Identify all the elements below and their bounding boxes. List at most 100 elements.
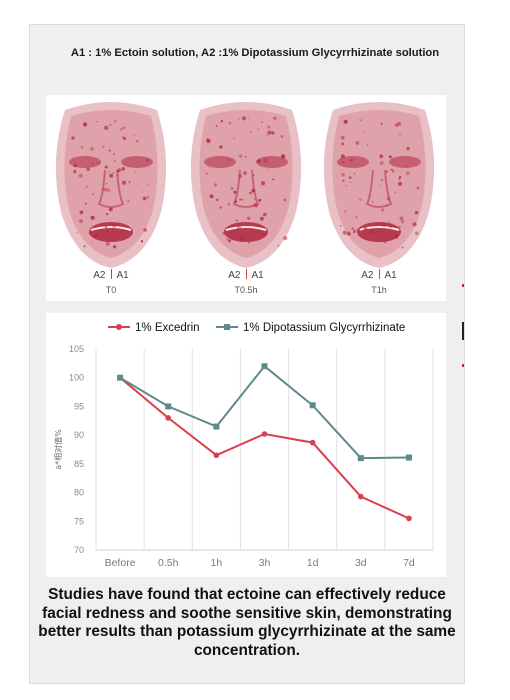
skin-spot bbox=[359, 119, 362, 122]
skin-spot bbox=[383, 240, 387, 244]
skin-spot bbox=[389, 225, 392, 228]
skin-spot bbox=[341, 172, 345, 177]
skin-spot bbox=[399, 216, 404, 221]
skin-spot bbox=[109, 173, 114, 178]
skin-spot bbox=[247, 216, 251, 220]
skin-spot bbox=[117, 174, 119, 176]
skin-spot bbox=[368, 229, 373, 234]
skin-spot bbox=[75, 163, 78, 166]
data-point bbox=[357, 455, 364, 462]
skin-spot bbox=[83, 122, 86, 124]
legend-marker bbox=[116, 324, 122, 330]
skin-spot bbox=[216, 198, 219, 202]
skin-spot bbox=[355, 216, 358, 219]
skin-spot bbox=[208, 167, 211, 169]
skin-spot bbox=[267, 130, 272, 135]
skin-spot bbox=[96, 120, 99, 123]
skin-spot bbox=[375, 239, 379, 242]
skin-spot bbox=[222, 231, 225, 235]
skin-spot bbox=[353, 172, 356, 175]
series-line bbox=[119, 376, 410, 520]
skin-spot bbox=[339, 225, 342, 227]
eye-right bbox=[389, 156, 421, 168]
skin-spot bbox=[73, 169, 77, 174]
skin-spot bbox=[398, 177, 401, 180]
face-time-label: T0 bbox=[105, 285, 117, 295]
skin-spot bbox=[73, 164, 77, 168]
skin-spot bbox=[350, 181, 352, 183]
skin-spot bbox=[112, 224, 116, 228]
skin-spot bbox=[134, 170, 136, 173]
skin-spot bbox=[392, 170, 395, 173]
skin-spot bbox=[92, 162, 95, 165]
skin-spot bbox=[90, 147, 94, 151]
y-tick-label: 70 bbox=[74, 545, 84, 555]
skin-spot bbox=[91, 241, 93, 243]
skin-spot bbox=[397, 181, 403, 186]
skin-spot bbox=[372, 201, 374, 203]
skin-spot bbox=[83, 244, 86, 248]
skin-spot bbox=[258, 198, 262, 202]
skin-spot bbox=[104, 225, 108, 229]
skin-spot bbox=[400, 133, 402, 136]
skin-spot bbox=[415, 231, 419, 236]
skin-spot bbox=[264, 157, 267, 159]
skin-spot bbox=[79, 219, 83, 224]
skin-spot bbox=[261, 233, 265, 237]
skin-spot bbox=[280, 135, 284, 138]
lip-line bbox=[225, 226, 267, 231]
skin-spot bbox=[379, 161, 384, 165]
y-tick-label: 75 bbox=[74, 516, 84, 526]
skin-spot bbox=[405, 165, 407, 167]
skin-spot bbox=[219, 145, 223, 149]
skin-spot bbox=[251, 188, 256, 193]
skin-spot bbox=[108, 149, 111, 152]
skin-spot bbox=[226, 238, 228, 240]
skin-spot bbox=[283, 198, 286, 202]
skin-spot bbox=[342, 179, 345, 182]
data-point bbox=[405, 454, 412, 461]
face-time-label: T0.5h bbox=[234, 285, 258, 295]
figure-caption: A1 : 1% Ectoin solution, A2 :1% Dipotass… bbox=[70, 47, 440, 59]
y-axis-label: a*相对值% bbox=[53, 429, 63, 470]
skin-spot bbox=[385, 204, 388, 207]
skin-spot bbox=[344, 210, 347, 213]
skin-spot bbox=[98, 162, 100, 165]
x-tick-label: 0.5h bbox=[158, 557, 179, 569]
skin-spot bbox=[85, 185, 89, 188]
skin-spot bbox=[363, 131, 365, 133]
skin-spot bbox=[340, 135, 345, 140]
skin-spot bbox=[380, 208, 385, 212]
skin-spot bbox=[363, 227, 368, 231]
skin-spot bbox=[102, 187, 107, 192]
skin-spot bbox=[248, 241, 250, 244]
mouth bbox=[224, 222, 268, 242]
data-point bbox=[213, 423, 220, 430]
mouth bbox=[89, 222, 133, 242]
skin-spot bbox=[261, 121, 263, 124]
skin-spot bbox=[227, 203, 231, 206]
skin-spot bbox=[341, 161, 345, 164]
skin-spot bbox=[140, 240, 144, 243]
skin-spot bbox=[121, 180, 127, 185]
skin-spot bbox=[239, 198, 241, 201]
skin-spot bbox=[397, 225, 401, 229]
skin-spot bbox=[388, 155, 392, 159]
skin-spot bbox=[256, 230, 260, 233]
skin-spot bbox=[236, 225, 242, 230]
skin-spot bbox=[84, 202, 87, 205]
skin-spot bbox=[414, 210, 419, 215]
skin-spot bbox=[399, 176, 402, 179]
skin-spot bbox=[342, 230, 347, 235]
y-tick-label: 100 bbox=[69, 373, 84, 383]
skin-spot bbox=[416, 186, 420, 190]
side-label-a2: A2 bbox=[228, 270, 241, 281]
x-tick-label: 7d bbox=[403, 557, 415, 569]
skin-spot bbox=[272, 178, 275, 181]
x-tick-label: 1d bbox=[307, 557, 319, 569]
skin-spot bbox=[277, 245, 280, 247]
skin-spot bbox=[106, 213, 109, 216]
skin-spot bbox=[247, 117, 249, 119]
skin-spot bbox=[271, 131, 275, 135]
skin-spot bbox=[388, 221, 391, 223]
